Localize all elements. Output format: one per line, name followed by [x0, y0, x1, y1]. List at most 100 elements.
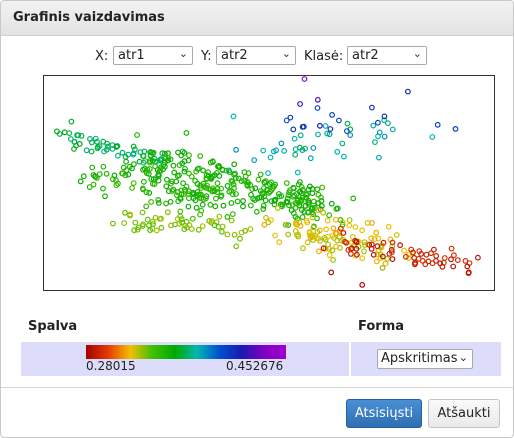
scatter-point	[329, 247, 336, 254]
download-button[interactable]: Atsisiųsti	[346, 399, 422, 428]
x-axis-select[interactable]: atr1 ⌄	[113, 46, 193, 65]
scatter-point	[389, 126, 396, 133]
scatter-point	[150, 149, 157, 156]
scatter-point	[266, 181, 273, 187]
y-axis-select[interactable]: atr2 ⌄	[216, 46, 296, 65]
scatter-point	[163, 176, 170, 183]
scatter-point	[416, 248, 423, 255]
scatter-point	[231, 161, 238, 168]
scatter-point	[320, 209, 327, 216]
scatter-point	[173, 192, 180, 199]
scatter-plot	[43, 75, 495, 291]
chevron-down-icon: ⌄	[281, 47, 291, 60]
scatter-point	[325, 241, 332, 248]
scatter-point	[452, 126, 459, 132]
scatter-point	[291, 192, 298, 199]
shape-select[interactable]: Apskritimas ⌄	[377, 349, 473, 369]
scatter-point	[195, 191, 202, 198]
scatter-point	[163, 183, 170, 190]
scatter-point	[242, 227, 249, 234]
scatter-point	[68, 118, 75, 125]
scatter-point	[389, 256, 396, 263]
scatter-point	[180, 180, 187, 187]
scatter-point	[305, 186, 312, 193]
scatter-point	[403, 253, 409, 260]
scatter-point	[218, 228, 225, 235]
scatter-point	[229, 178, 236, 185]
scatter-point	[196, 194, 203, 201]
scatter-point	[276, 239, 283, 246]
scatter-point	[405, 88, 411, 95]
scatter-point	[462, 257, 469, 264]
scatter-point	[130, 143, 137, 150]
scatter-point	[290, 126, 297, 133]
scatter-point	[348, 250, 354, 257]
scatter-point	[169, 187, 176, 194]
scatter-point	[315, 191, 322, 198]
scatter-point	[251, 157, 258, 163]
scatter-point	[226, 188, 233, 195]
scatter-point	[234, 198, 241, 205]
scatter-point	[297, 132, 304, 139]
scatter-point	[168, 180, 175, 187]
scatter-point	[121, 220, 128, 227]
scatter-point	[164, 209, 171, 216]
scatter-point	[279, 201, 286, 208]
scatter-point	[129, 165, 135, 172]
scatter-point	[381, 133, 388, 140]
cancel-button[interactable]: Atšaukti	[428, 399, 500, 428]
scatter-point	[89, 164, 96, 171]
scatter-point	[309, 190, 316, 197]
scatter-point	[272, 196, 279, 203]
scatter-point	[376, 129, 383, 136]
scatter-point	[197, 211, 204, 218]
scatter-point	[181, 149, 188, 156]
scatter-point	[296, 188, 303, 195]
scatter-point	[380, 239, 387, 246]
scatter-point	[194, 180, 201, 187]
scatter-point	[304, 219, 311, 226]
scatter-point	[281, 147, 288, 154]
scatter-point	[296, 144, 303, 151]
scatter-point	[379, 264, 386, 271]
scatter-point	[102, 193, 108, 200]
scatter-point	[185, 203, 192, 210]
scatter-point	[113, 143, 120, 150]
scatter-point	[194, 166, 201, 172]
scatter-point	[173, 178, 180, 185]
scatter-point	[330, 256, 337, 263]
scatter-point	[149, 218, 156, 225]
scatter-point	[339, 219, 346, 226]
scatter-point	[337, 225, 344, 232]
scatter-point	[315, 131, 321, 138]
scatter-point	[380, 253, 386, 260]
scatter-point	[139, 209, 146, 216]
scatter-point	[475, 254, 481, 261]
scatter-point	[86, 184, 93, 190]
scatter-point	[130, 151, 137, 158]
scatter-point	[208, 217, 215, 224]
scatter-point	[253, 208, 260, 215]
scatter-point	[290, 185, 297, 192]
scatter-point	[425, 258, 432, 265]
scatter-points	[53, 76, 481, 288]
scatter-point	[303, 191, 309, 198]
scatter-point	[152, 214, 159, 221]
scatter-point	[376, 154, 382, 161]
scatter-point	[344, 120, 351, 127]
scatter-point	[260, 205, 267, 212]
class-select[interactable]: atr2 ⌄	[347, 46, 427, 65]
scatter-point	[285, 231, 292, 238]
scatter-point	[332, 216, 339, 223]
scatter-point	[53, 128, 60, 135]
scatter-point	[307, 155, 314, 162]
scatter-point	[374, 243, 381, 250]
scatter-point	[319, 184, 326, 191]
scatter-point	[434, 121, 441, 128]
scatter-point	[265, 170, 272, 176]
scatter-point	[75, 132, 81, 139]
scatter-point	[328, 269, 335, 276]
scatter-point	[159, 150, 166, 157]
scatter-point	[130, 180, 137, 186]
scatter-point	[405, 255, 412, 262]
